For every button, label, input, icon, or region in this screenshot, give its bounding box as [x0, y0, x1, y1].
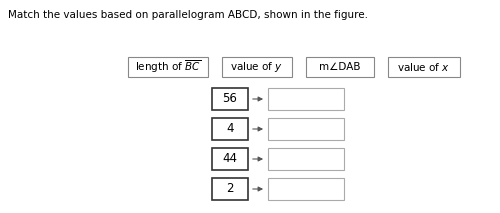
- Bar: [268, 88, 344, 110]
- Text: m∠DAB: m∠DAB: [320, 62, 361, 72]
- Bar: [388, 57, 460, 77]
- Bar: [268, 148, 344, 170]
- Text: 56: 56: [222, 92, 238, 105]
- Text: 2: 2: [226, 183, 234, 196]
- Text: value of $y$: value of $y$: [230, 60, 283, 74]
- Bar: [212, 118, 248, 140]
- Bar: [222, 57, 292, 77]
- Bar: [306, 57, 374, 77]
- Bar: [212, 148, 248, 170]
- Text: 4: 4: [226, 122, 234, 135]
- Bar: [212, 88, 248, 110]
- Bar: [212, 178, 248, 200]
- Text: length of $\overline{BC}$: length of $\overline{BC}$: [135, 59, 201, 75]
- Bar: [128, 57, 208, 77]
- Bar: [268, 178, 344, 200]
- Text: value of $x$: value of $x$: [398, 61, 450, 73]
- Text: 44: 44: [222, 153, 238, 166]
- Text: Match the values based on parallelogram ABCD, shown in the figure.: Match the values based on parallelogram …: [8, 10, 368, 20]
- Bar: [268, 118, 344, 140]
